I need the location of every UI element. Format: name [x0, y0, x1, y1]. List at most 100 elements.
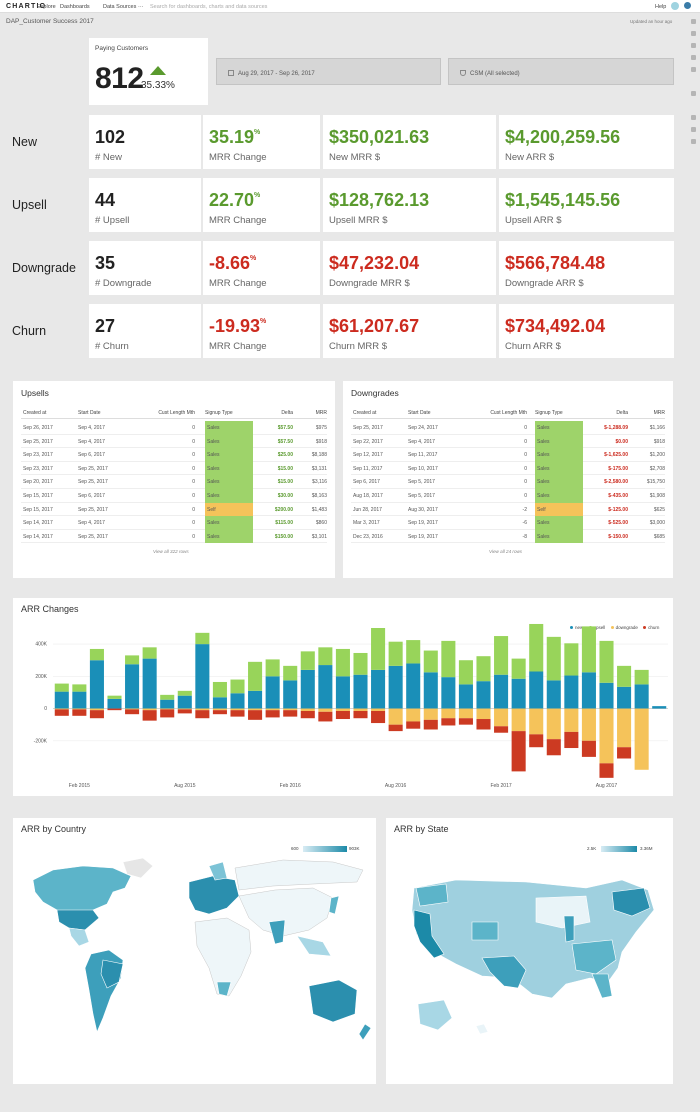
- user-avatar-icon[interactable]: [684, 2, 691, 9]
- bar-downgrade[interactable]: [476, 708, 491, 720]
- edit-icon[interactable]: [691, 67, 696, 72]
- csm-filter[interactable]: CSM (All selected): [448, 58, 674, 85]
- bar-downgrade[interactable]: [160, 708, 175, 710]
- table-row[interactable]: Sep 15, 2017 Sep 6, 2017 0 Sales $30.00 $8,16…: [21, 489, 327, 503]
- download-icon[interactable]: [691, 127, 696, 132]
- bar-churn[interactable]: [230, 710, 245, 717]
- bar-upsell[interactable]: [54, 683, 69, 692]
- date-range-filter[interactable]: Aug 29, 2017 - Sep 26, 2017: [216, 58, 441, 85]
- table-row[interactable]: Sep 23, 2017 Sep 6, 2017 0 Sales $25.00 $8,18…: [21, 448, 327, 462]
- bar-churn[interactable]: [511, 731, 526, 772]
- bar-churn[interactable]: [458, 718, 473, 725]
- bar-churn[interactable]: [125, 709, 140, 715]
- bar-downgrade[interactable]: [248, 708, 263, 711]
- bar-upsell[interactable]: [160, 694, 175, 700]
- table-row[interactable]: Sep 11, 2017 Sep 10, 2017 0 Sales $-175.00 $2…: [351, 461, 665, 476]
- fullscreen-icon[interactable]: [691, 19, 696, 24]
- bar-churn[interactable]: [177, 709, 192, 714]
- bar-new[interactable]: [388, 665, 403, 709]
- nav-data-sources[interactable]: Data Sources: [103, 4, 137, 10]
- bar-new[interactable]: [283, 680, 298, 709]
- bar-churn[interactable]: [546, 739, 561, 756]
- bar-churn[interactable]: [160, 709, 175, 718]
- bar-downgrade[interactable]: [423, 708, 438, 720]
- text-icon[interactable]: [691, 55, 696, 60]
- column-header[interactable]: Cust Length Mth: [490, 410, 527, 416]
- bar-downgrade[interactable]: [599, 708, 614, 764]
- bar-downgrade[interactable]: [195, 708, 210, 711]
- table-row[interactable]: Sep 15, 2017 Sep 25, 2017 0 Self $200.00 $1,4…: [21, 502, 327, 517]
- column-header[interactable]: Start Date: [408, 410, 431, 416]
- bar-downgrade[interactable]: [581, 708, 596, 741]
- bar-downgrade[interactable]: [142, 708, 157, 711]
- bar-new[interactable]: [54, 691, 69, 709]
- upsells-view-all-link[interactable]: View all 322 rows: [153, 549, 189, 554]
- column-header[interactable]: Created at: [23, 410, 47, 416]
- bar-new[interactable]: [125, 664, 140, 709]
- bar-new[interactable]: [494, 674, 509, 709]
- bar-new[interactable]: [652, 706, 667, 709]
- bar-upsell[interactable]: [335, 648, 350, 677]
- bar-new[interactable]: [546, 680, 561, 709]
- bar-new[interactable]: [529, 671, 544, 709]
- bar-new[interactable]: [564, 675, 579, 709]
- bar-upsell[interactable]: [195, 632, 210, 645]
- bar-downgrade[interactable]: [177, 708, 192, 710]
- bar-upsell[interactable]: [371, 628, 386, 670]
- table-row[interactable]: Sep 20, 2017 Sep 25, 2017 0 Sales $15.00 $3,1…: [21, 475, 327, 489]
- bar-churn[interactable]: [265, 710, 280, 718]
- bar-downgrade[interactable]: [546, 708, 561, 740]
- bar-upsell[interactable]: [511, 658, 526, 679]
- bar-upsell[interactable]: [599, 640, 614, 683]
- bar-churn[interactable]: [353, 710, 368, 719]
- bar-new[interactable]: [107, 698, 122, 709]
- table-row[interactable]: Mar 3, 2017 Sep 19, 2017 -6 Sales $-525.00 $3…: [351, 516, 665, 530]
- bar-downgrade[interactable]: [458, 708, 473, 719]
- bar-new[interactable]: [300, 669, 315, 709]
- bar-churn[interactable]: [406, 721, 421, 729]
- bar-churn[interactable]: [617, 747, 632, 759]
- bar-upsell[interactable]: [388, 641, 403, 666]
- table-row[interactable]: Aug 18, 2017 Sep 5, 2017 0 Sales $-435.00 $1,…: [351, 489, 665, 503]
- bar-downgrade[interactable]: [529, 708, 544, 735]
- help-link[interactable]: Help: [655, 4, 667, 10]
- bar-new[interactable]: [265, 676, 280, 709]
- bar-downgrade[interactable]: [353, 708, 368, 711]
- bar-new[interactable]: [617, 686, 632, 709]
- bar-churn[interactable]: [212, 710, 227, 715]
- bar-downgrade[interactable]: [388, 708, 403, 725]
- column-header[interactable]: MRR: [653, 410, 665, 416]
- bar-new[interactable]: [581, 672, 596, 709]
- column-header[interactable]: Signup Type: [205, 410, 233, 416]
- bar-new[interactable]: [599, 682, 614, 709]
- table-row[interactable]: Sep 26, 2017 Sep 4, 2017 0 Sales $57.50 $975: [21, 421, 327, 435]
- bar-churn[interactable]: [300, 710, 315, 719]
- settings-icon[interactable]: [691, 139, 696, 144]
- bar-churn[interactable]: [54, 709, 69, 716]
- column-header[interactable]: Signup Type: [535, 410, 563, 416]
- bar-upsell[interactable]: [107, 695, 122, 699]
- column-header[interactable]: Start Date: [78, 410, 101, 416]
- bar-downgrade[interactable]: [371, 708, 386, 711]
- bar-upsell[interactable]: [546, 636, 561, 681]
- bar-upsell[interactable]: [634, 669, 649, 685]
- bar-new[interactable]: [212, 697, 227, 709]
- bar-upsell[interactable]: [265, 659, 280, 677]
- bar-churn[interactable]: [335, 710, 350, 720]
- filter-icon[interactable]: [691, 43, 696, 48]
- bar-churn[interactable]: [599, 763, 614, 778]
- table-row[interactable]: Jun 28, 2017 Aug 30, 2017 -2 Self $-125.00 $6…: [351, 502, 665, 517]
- bar-churn[interactable]: [581, 740, 596, 757]
- bar-new[interactable]: [142, 658, 157, 709]
- nav-more[interactable]: ···: [138, 4, 144, 10]
- table-row[interactable]: Sep 25, 2017 Sep 24, 2017 0 Sales $-1,288.09…: [351, 421, 665, 435]
- bar-downgrade[interactable]: [230, 708, 245, 711]
- bar-churn[interactable]: [89, 710, 104, 719]
- bar-churn[interactable]: [423, 719, 438, 730]
- bar-new[interactable]: [353, 674, 368, 709]
- bar-upsell[interactable]: [283, 665, 298, 681]
- bar-churn[interactable]: [248, 710, 263, 720]
- bar-upsell[interactable]: [89, 648, 104, 661]
- nav-dashboards[interactable]: Dashboards: [60, 4, 90, 10]
- refresh-icon[interactable]: [691, 91, 696, 96]
